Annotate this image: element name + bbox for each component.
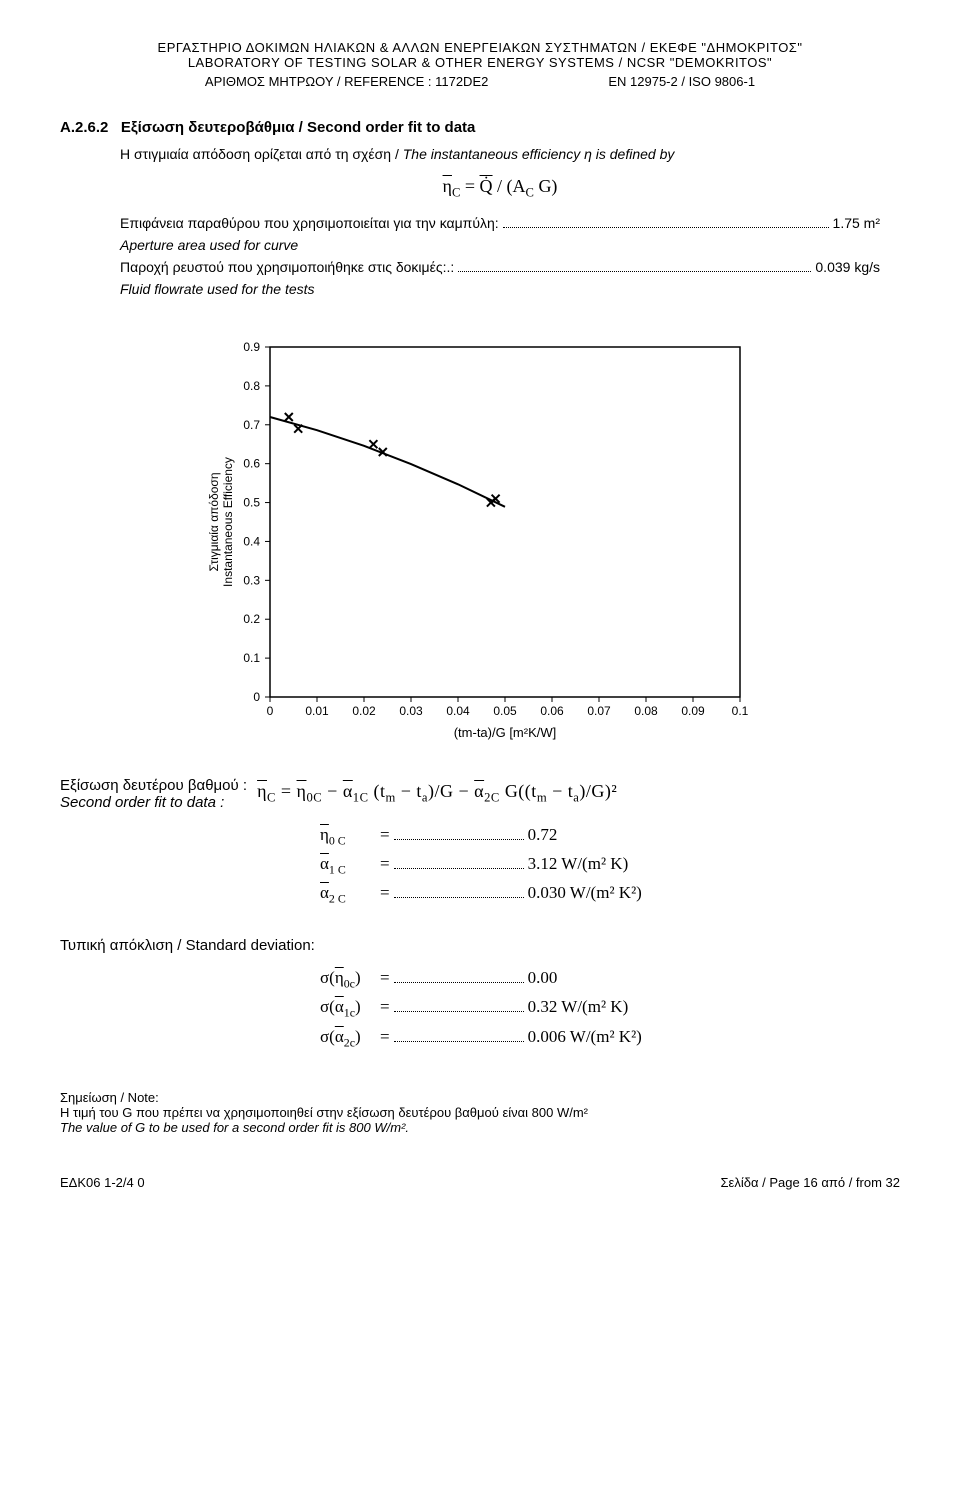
svg-text:0.5: 0.5 (243, 495, 260, 509)
svg-text:0: 0 (253, 690, 260, 704)
second-order-equation: ηC = η0C − α1C (tm − ta)/G − α2C G((tm −… (257, 781, 617, 806)
footer-left: ΕΔΚ06 1-2/4 0 (60, 1175, 145, 1190)
sigma-eta0-value: 0.00 (528, 968, 558, 988)
flowrate-row: Παροχή ρευστού που χρησιμοποιήθηκε στις … (120, 259, 880, 275)
svg-text:Στιγμιαία απόδοση: Στιγμιαία απόδοση (207, 472, 221, 571)
svg-text:0.03: 0.03 (399, 704, 423, 718)
efficiency-chart: 0 0.1 0.2 0.3 0.4 0.5 0.6 0.7 0.8 0.9 0 0.01 0.02 0.0… (200, 327, 760, 747)
svg-text:0.02: 0.02 (352, 704, 376, 718)
note-label: Σημείωση / Note: (60, 1090, 900, 1105)
svg-text:0.06: 0.06 (540, 704, 564, 718)
reference-number: ΑΡΙΘΜΟΣ ΜΗΤΡΩΟΥ / REFERENCE : 1172DE2 (205, 74, 488, 89)
note-text-en: The value of G to be used for a second o… (60, 1120, 900, 1135)
result-a2: α2 C = 0.030 W/(m² K²) (320, 883, 900, 906)
svg-text:0.6: 0.6 (243, 456, 260, 470)
svg-text:0.07: 0.07 (587, 704, 611, 718)
svg-text:(tm-ta)/G [m²K/W]: (tm-ta)/G [m²K/W] (454, 725, 557, 740)
sigma-a2: σ(α2c) = 0.006 W/(m² K²) (320, 1027, 900, 1050)
svg-text:Instantaneous Efficiency: Instantaneous Efficiency (221, 457, 235, 587)
flowrate-value: 0.039 kg/s (815, 259, 880, 275)
eq-label-el: Εξίσωση δευτέρου βαθμού : (60, 777, 247, 794)
intro-text: Η στιγμιαία απόδοση ορίζεται από τη σχέσ… (120, 146, 880, 162)
aperture-label: Επιφάνεια παραθύρου που χρησιμοποιείται … (120, 215, 499, 231)
page-header: ΕΡΓΑΣΤΗΡΙΟ ΔΟΚΙΜΩΝ ΗΛΙΑΚΩΝ & ΑΛΛΩΝ ΕΝΕΡΓ… (60, 40, 900, 89)
fit-results: η0 C = 0.72 α1 C = 3.12 W/(m² K) α2 C = … (320, 825, 900, 907)
sigma-eta0: σ(η0c) = 0.00 (320, 968, 900, 991)
svg-text:0.2: 0.2 (243, 612, 260, 626)
aperture-value: 1.75 m² (833, 215, 880, 231)
deviation-heading: Τυπική απόκλιση / Standard deviation: (60, 937, 900, 954)
aperture-label-en: Aperture area used for curve (120, 237, 880, 253)
intro-el: Η στιγμιαία απόδοση ορίζεται από τη σχέσ… (120, 146, 399, 162)
svg-text:0.8: 0.8 (243, 378, 260, 392)
deviation-results: σ(η0c) = 0.00 σ(α1c) = 0.32 W/(m² K) σ(α… (320, 968, 900, 1050)
eta-definition-formula: ηC = Q̇ / (AC G) (120, 176, 880, 201)
section-title-en: Second order fit to data (307, 119, 475, 136)
svg-text:0.09: 0.09 (681, 704, 705, 718)
svg-text:0.1: 0.1 (732, 704, 749, 718)
header-line-el: ΕΡΓΑΣΤΗΡΙΟ ΔΟΚΙΜΩΝ ΗΛΙΑΚΩΝ & ΑΛΛΩΝ ΕΝΕΡΓ… (60, 40, 900, 55)
result-a2-value: 0.030 W/(m² K²) (528, 883, 642, 903)
footer-right: Σελίδα / Page 16 από / from 32 (721, 1175, 900, 1190)
header-line-en: LABORATORY OF TESTING SOLAR & OTHER ENER… (60, 55, 900, 70)
aperture-row: Επιφάνεια παραθύρου που χρησιμοποιείται … (120, 215, 880, 231)
svg-text:0.3: 0.3 (243, 573, 260, 587)
section-title-el: Εξίσωση δευτεροβάθμια / (121, 119, 303, 136)
chart-svg: 0 0.1 0.2 0.3 0.4 0.5 0.6 0.7 0.8 0.9 0 0.01 0.02 0.0… (200, 327, 760, 747)
svg-text:0.7: 0.7 (243, 417, 260, 431)
svg-text:0.01: 0.01 (305, 704, 329, 718)
result-eta0: η0 C = 0.72 (320, 825, 900, 848)
result-a1-value: 3.12 W/(m² K) (528, 854, 629, 874)
svg-text:0: 0 (267, 704, 274, 718)
svg-text:0.1: 0.1 (243, 651, 260, 665)
sigma-a1: σ(α1c) = 0.32 W/(m² K) (320, 997, 900, 1020)
section-number: A.2.6.2 (60, 119, 108, 136)
svg-text:0.4: 0.4 (243, 534, 260, 548)
svg-text:0.05: 0.05 (493, 704, 517, 718)
svg-text:0.04: 0.04 (446, 704, 470, 718)
svg-text:0.9: 0.9 (243, 340, 260, 354)
flowrate-label-en: Fluid flowrate used for the tests (120, 281, 880, 297)
sigma-a2-value: 0.006 W/(m² K²) (528, 1027, 642, 1047)
sigma-a1-value: 0.32 W/(m² K) (528, 997, 629, 1017)
intro-en: The instantaneous efficiency η is define… (403, 146, 675, 162)
section-heading: A.2.6.2 Εξίσωση δευτεροβάθμια / Second o… (60, 119, 900, 136)
flowrate-label: Παροχή ρευστού που χρησιμοποιήθηκε στις … (120, 259, 454, 275)
note-text-el: H τιμή του G που πρέπει να χρησιμοποιηθε… (60, 1105, 900, 1120)
result-eta0-value: 0.72 (528, 825, 558, 845)
note-block: Σημείωση / Note: H τιμή του G που πρέπει… (60, 1090, 900, 1135)
eq-label-en: Second order fit to data : (60, 794, 247, 811)
page-footer: ΕΔΚ06 1-2/4 0 Σελίδα / Page 16 από / fro… (60, 1175, 900, 1190)
result-a1: α1 C = 3.12 W/(m² K) (320, 854, 900, 877)
standard-code: EN 12975-2 / ISO 9806-1 (608, 74, 755, 89)
equation-row: Εξίσωση δευτέρου βαθμού : Second order f… (60, 777, 900, 811)
svg-text:0.08: 0.08 (634, 704, 658, 718)
